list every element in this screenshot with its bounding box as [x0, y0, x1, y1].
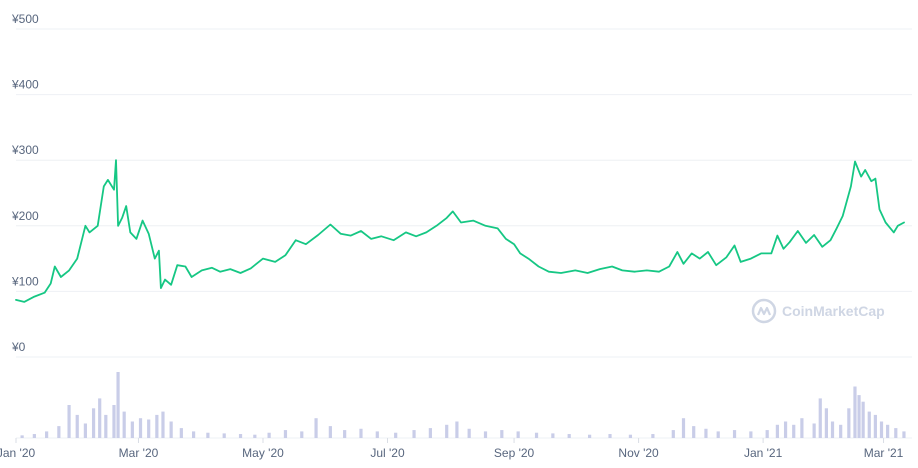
volume-bar — [394, 432, 398, 438]
volume-bar — [692, 426, 696, 438]
volume-bar — [283, 430, 288, 438]
volume-bar — [775, 424, 779, 438]
volume-bar — [191, 431, 196, 438]
volume-bar — [800, 418, 804, 438]
volume-bar — [792, 424, 796, 438]
volume-bar — [681, 418, 686, 438]
volume-bar — [343, 430, 347, 438]
x-tick-label: Sep '20 — [494, 446, 535, 460]
volume-bar — [314, 418, 318, 438]
volume-bar — [608, 434, 612, 438]
x-tick-label: May '20 — [242, 446, 284, 460]
x-tick-label: Jan '20 — [0, 446, 35, 460]
volume-bar — [551, 433, 555, 438]
volume-bar — [83, 423, 88, 438]
volume-bar — [328, 426, 332, 438]
volume-bar — [516, 431, 520, 438]
volume-bar — [122, 411, 126, 438]
volume-bar — [783, 421, 788, 438]
volume-bar — [206, 432, 210, 438]
y-tick-label: ¥400 — [11, 78, 39, 92]
volume-bar — [253, 434, 257, 438]
watermark-text: CoinMarketCap — [782, 303, 885, 319]
x-tick-label: Mar '20 — [119, 446, 159, 460]
volume-bar — [130, 421, 134, 438]
volume-bar — [534, 432, 539, 438]
volume-bar — [861, 401, 865, 438]
volume-bar — [428, 428, 432, 438]
volume-bar — [483, 431, 488, 438]
volume-bar — [267, 432, 271, 438]
y-tick-label: ¥500 — [11, 12, 39, 26]
volume-bar — [412, 430, 416, 438]
volume-bar — [500, 430, 504, 438]
x-tick-label: Jan '21 — [744, 446, 783, 460]
volume-bar — [704, 428, 708, 438]
volume-bar — [91, 408, 96, 438]
y-tick-label: ¥300 — [11, 143, 39, 157]
volume-bar — [147, 419, 151, 438]
volume-bar — [847, 408, 851, 438]
volume-bar — [818, 398, 822, 438]
volume-bar — [830, 421, 835, 438]
volume-bar — [839, 424, 843, 438]
volume-bar — [853, 386, 857, 438]
volume-bar — [67, 405, 71, 438]
volume-bar — [873, 414, 877, 438]
x-tick-label: Jul '20 — [370, 446, 405, 460]
y-tick-label: ¥100 — [11, 274, 39, 288]
volume-bar — [628, 434, 633, 438]
volume-bar — [732, 430, 737, 438]
volume-bar — [300, 431, 304, 438]
y-tick-label: ¥0 — [11, 340, 26, 354]
volume-bar — [812, 423, 816, 438]
volume-bar — [138, 418, 143, 438]
volume-bar — [902, 431, 906, 438]
volume-bar — [651, 434, 655, 438]
volume-bars — [20, 372, 906, 438]
volume-bar — [161, 411, 165, 438]
volume-bar — [375, 431, 379, 438]
x-tick-label: Nov '20 — [618, 446, 659, 460]
volume-bar — [104, 414, 108, 438]
volume-bar — [445, 424, 449, 438]
volume-bar — [238, 434, 243, 438]
y-axis-ticks: ¥500 ¥400 ¥300 ¥200 ¥100 ¥0 — [11, 12, 39, 354]
volume-bar — [32, 434, 36, 438]
volume-bar — [57, 426, 61, 438]
volume-bar — [455, 421, 459, 438]
volume-bar — [824, 408, 828, 438]
volume-bar — [749, 431, 753, 438]
volume-bar — [75, 414, 79, 438]
volume-bar — [179, 428, 183, 438]
volume-bar — [765, 430, 769, 438]
volume-bar — [45, 431, 49, 438]
volume-bar — [879, 421, 884, 438]
price-line — [15, 159, 905, 303]
volume-bar — [20, 435, 24, 438]
y-tick-label: ¥200 — [11, 209, 39, 223]
gridlines — [16, 28, 912, 439]
x-tick-label: Mar '21 — [864, 446, 904, 460]
volume-bar — [112, 405, 116, 438]
watermark: CoinMarketCap — [751, 298, 885, 324]
coinmarketcap-logo-icon — [751, 298, 777, 324]
x-axis-ticks: Jan '20 Mar '20 May '20 Jul '20 Sep '20 Nov '… — [0, 438, 904, 460]
volume-bar — [169, 421, 173, 438]
volume-bar — [98, 398, 102, 438]
volume-bar — [588, 434, 592, 438]
volume-bar — [716, 431, 720, 438]
volume-bar — [894, 428, 898, 438]
volume-bar — [567, 434, 571, 438]
volume-bar — [155, 414, 159, 438]
volume-bar — [222, 433, 226, 438]
volume-bar — [867, 411, 871, 438]
volume-bar — [857, 395, 861, 438]
volume-bar — [116, 372, 120, 438]
volume-bar — [359, 428, 363, 438]
volume-bar — [671, 430, 675, 438]
volume-bar — [467, 428, 471, 438]
volume-bar — [886, 424, 890, 438]
